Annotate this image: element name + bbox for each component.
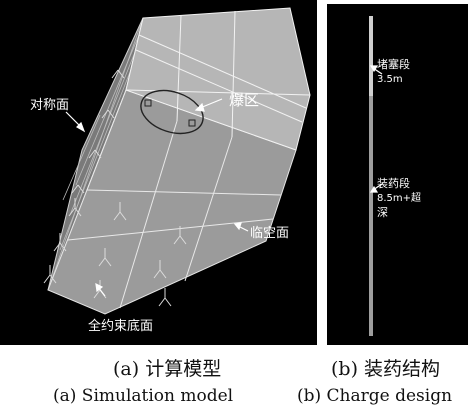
borehole-marker xyxy=(188,119,196,127)
charge-section xyxy=(369,96,373,336)
blast-zone-ellipse xyxy=(140,89,204,135)
stemming-length: 3.5m xyxy=(377,74,403,85)
fixed-bottom-label: 全约束底面 xyxy=(88,318,153,334)
caption-b-en: (b) Charge design xyxy=(297,386,453,406)
free-face-mesh xyxy=(67,89,282,309)
charge-design-panel: 堵塞段 3.5m 装药段 8.5m+超 深 xyxy=(327,4,468,345)
top-face-mesh xyxy=(125,10,311,138)
top-face xyxy=(125,7,311,151)
simulation-model-figure: 对称面 爆区 临空面 全约束底面 xyxy=(30,7,311,334)
charge-design-figure: 堵塞段 3.5m 装药段 8.5m+超 深 xyxy=(369,16,421,336)
stemming-label: 堵塞段 xyxy=(377,57,410,71)
charge-length-suffix: 深 xyxy=(377,206,388,219)
constraint-symbols xyxy=(43,69,187,307)
stemming-section xyxy=(369,16,373,96)
free-face-label: 临空面 xyxy=(250,226,289,241)
leader-arrows xyxy=(65,98,249,297)
symmetry-face-label: 对称面 xyxy=(30,98,69,113)
simulation-model-panel: 对称面 爆区 临空面 全约束底面 xyxy=(0,0,317,345)
caption-a-cn: (a) 计算模型 xyxy=(113,358,222,380)
charge-length: 8.5m+超 xyxy=(377,191,421,204)
caption-a-en: (a) Simulation model xyxy=(53,386,234,406)
symmetry-face-mesh xyxy=(47,17,144,291)
blast-zone-label: 爆区 xyxy=(229,91,259,109)
borehole-marker xyxy=(144,99,152,107)
caption-b-cn: (b) 装药结构 xyxy=(331,358,441,380)
charge-label: 装药段 xyxy=(377,176,410,190)
charge-design-arrows xyxy=(369,65,383,193)
